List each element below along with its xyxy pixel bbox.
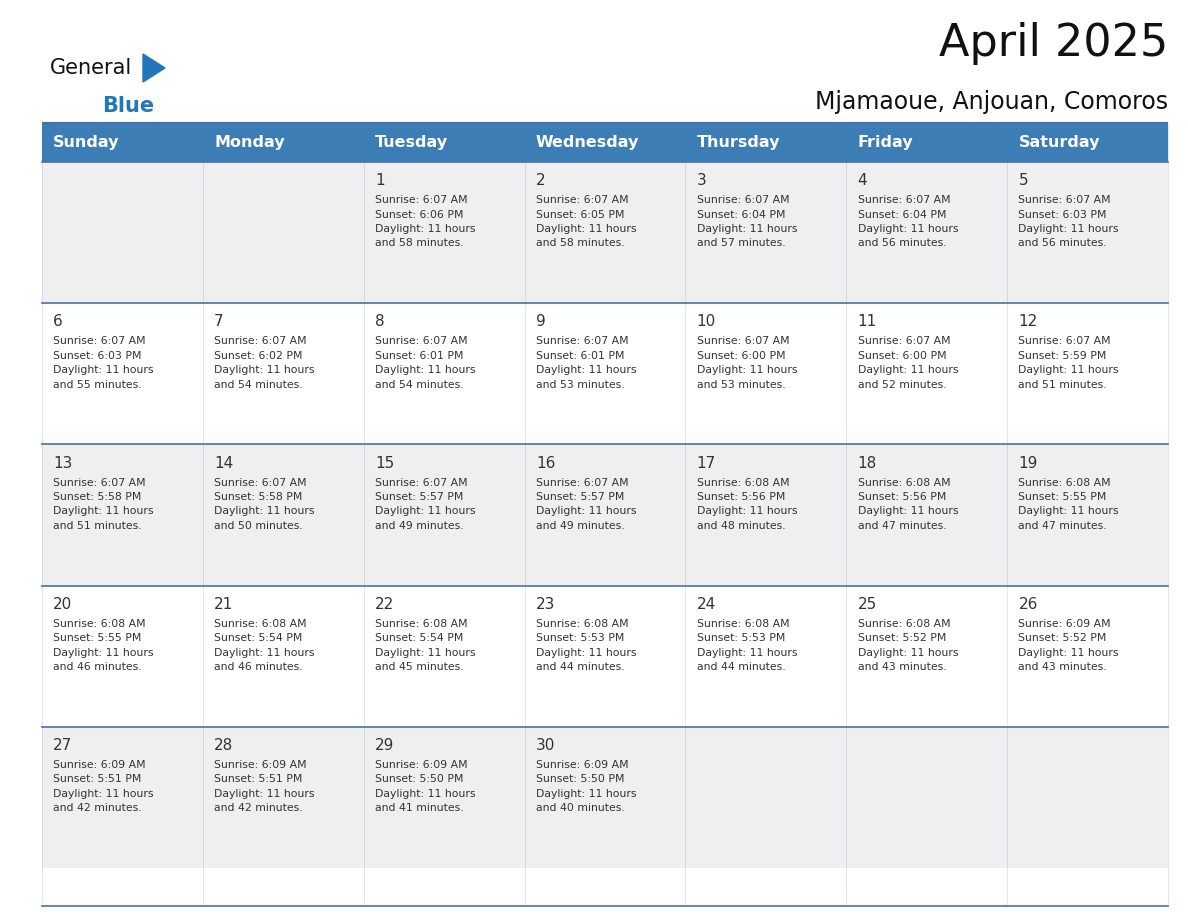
Text: Sunrise: 6:07 AM
Sunset: 6:06 PM
Daylight: 11 hours
and 58 minutes.: Sunrise: 6:07 AM Sunset: 6:06 PM Dayligh…	[375, 196, 475, 249]
Text: 14: 14	[214, 455, 233, 471]
Text: Sunrise: 6:08 AM
Sunset: 5:55 PM
Daylight: 11 hours
and 47 minutes.: Sunrise: 6:08 AM Sunset: 5:55 PM Dayligh…	[1018, 477, 1119, 531]
Text: Mjamaoue, Anjouan, Comoros: Mjamaoue, Anjouan, Comoros	[815, 90, 1168, 114]
Bar	[42, 162, 1168, 303]
Text: Sunrise: 6:09 AM
Sunset: 5:50 PM
Daylight: 11 hours
and 41 minutes.: Sunrise: 6:09 AM Sunset: 5:50 PM Dayligh…	[375, 760, 475, 813]
Text: Sunrise: 6:07 AM
Sunset: 6:01 PM
Daylight: 11 hours
and 53 minutes.: Sunrise: 6:07 AM Sunset: 6:01 PM Dayligh…	[536, 337, 637, 390]
Text: 7: 7	[214, 315, 223, 330]
Text: 11: 11	[858, 315, 877, 330]
Bar	[364, 124, 525, 162]
Text: Sunrise: 6:09 AM
Sunset: 5:52 PM
Daylight: 11 hours
and 43 minutes.: Sunrise: 6:09 AM Sunset: 5:52 PM Dayligh…	[1018, 619, 1119, 672]
Text: 25: 25	[858, 597, 877, 612]
Bar	[42, 303, 1168, 444]
Text: Sunrise: 6:08 AM
Sunset: 5:52 PM
Daylight: 11 hours
and 43 minutes.: Sunrise: 6:08 AM Sunset: 5:52 PM Dayligh…	[858, 619, 958, 672]
Text: Sunrise: 6:08 AM
Sunset: 5:54 PM
Daylight: 11 hours
and 45 minutes.: Sunrise: 6:08 AM Sunset: 5:54 PM Dayligh…	[375, 619, 475, 672]
Text: Sunday: Sunday	[53, 136, 120, 151]
Text: Monday: Monday	[214, 136, 285, 151]
Text: Sunrise: 6:07 AM
Sunset: 5:58 PM
Daylight: 11 hours
and 51 minutes.: Sunrise: 6:07 AM Sunset: 5:58 PM Dayligh…	[53, 477, 153, 531]
Text: 22: 22	[375, 597, 394, 612]
Text: Wednesday: Wednesday	[536, 136, 639, 151]
Text: Sunrise: 6:07 AM
Sunset: 6:04 PM
Daylight: 11 hours
and 56 minutes.: Sunrise: 6:07 AM Sunset: 6:04 PM Dayligh…	[858, 196, 958, 249]
Text: 2: 2	[536, 174, 545, 188]
Text: 24: 24	[696, 597, 716, 612]
Text: 1: 1	[375, 174, 385, 188]
Text: 3: 3	[696, 174, 707, 188]
Text: 20: 20	[53, 597, 72, 612]
Text: Sunrise: 6:09 AM
Sunset: 5:51 PM
Daylight: 11 hours
and 42 minutes.: Sunrise: 6:09 AM Sunset: 5:51 PM Dayligh…	[214, 760, 315, 813]
Text: Sunrise: 6:07 AM
Sunset: 6:04 PM
Daylight: 11 hours
and 57 minutes.: Sunrise: 6:07 AM Sunset: 6:04 PM Dayligh…	[696, 196, 797, 249]
Text: 27: 27	[53, 738, 72, 753]
Text: 29: 29	[375, 738, 394, 753]
Text: Sunrise: 6:08 AM
Sunset: 5:56 PM
Daylight: 11 hours
and 47 minutes.: Sunrise: 6:08 AM Sunset: 5:56 PM Dayligh…	[858, 477, 958, 531]
Text: Sunrise: 6:08 AM
Sunset: 5:53 PM
Daylight: 11 hours
and 44 minutes.: Sunrise: 6:08 AM Sunset: 5:53 PM Dayligh…	[696, 619, 797, 672]
Text: 5: 5	[1018, 174, 1028, 188]
Text: Blue: Blue	[102, 96, 154, 116]
Text: 21: 21	[214, 597, 233, 612]
Text: 6: 6	[53, 315, 63, 330]
Text: Sunrise: 6:08 AM
Sunset: 5:55 PM
Daylight: 11 hours
and 46 minutes.: Sunrise: 6:08 AM Sunset: 5:55 PM Dayligh…	[53, 619, 153, 672]
Bar	[685, 124, 846, 162]
Bar	[42, 586, 1168, 727]
Text: 16: 16	[536, 455, 555, 471]
Text: April 2025: April 2025	[939, 22, 1168, 65]
Text: 10: 10	[696, 315, 716, 330]
Bar	[1007, 124, 1168, 162]
Text: 30: 30	[536, 738, 555, 753]
Text: 12: 12	[1018, 315, 1037, 330]
Text: Sunrise: 6:07 AM
Sunset: 5:58 PM
Daylight: 11 hours
and 50 minutes.: Sunrise: 6:07 AM Sunset: 5:58 PM Dayligh…	[214, 477, 315, 531]
Text: Thursday: Thursday	[696, 136, 781, 151]
Text: 23: 23	[536, 597, 555, 612]
Text: Sunrise: 6:07 AM
Sunset: 6:00 PM
Daylight: 11 hours
and 52 minutes.: Sunrise: 6:07 AM Sunset: 6:00 PM Dayligh…	[858, 337, 958, 390]
Text: Sunrise: 6:07 AM
Sunset: 5:59 PM
Daylight: 11 hours
and 51 minutes.: Sunrise: 6:07 AM Sunset: 5:59 PM Dayligh…	[1018, 337, 1119, 390]
Bar	[846, 124, 1007, 162]
Bar	[42, 444, 1168, 586]
Text: Sunrise: 6:08 AM
Sunset: 5:54 PM
Daylight: 11 hours
and 46 minutes.: Sunrise: 6:08 AM Sunset: 5:54 PM Dayligh…	[214, 619, 315, 672]
Bar	[42, 727, 1168, 868]
Text: Sunrise: 6:07 AM
Sunset: 6:05 PM
Daylight: 11 hours
and 58 minutes.: Sunrise: 6:07 AM Sunset: 6:05 PM Dayligh…	[536, 196, 637, 249]
Text: Sunrise: 6:08 AM
Sunset: 5:53 PM
Daylight: 11 hours
and 44 minutes.: Sunrise: 6:08 AM Sunset: 5:53 PM Dayligh…	[536, 619, 637, 672]
Text: Sunrise: 6:07 AM
Sunset: 6:01 PM
Daylight: 11 hours
and 54 minutes.: Sunrise: 6:07 AM Sunset: 6:01 PM Dayligh…	[375, 337, 475, 390]
Text: 15: 15	[375, 455, 394, 471]
Text: 18: 18	[858, 455, 877, 471]
Text: Sunrise: 6:09 AM
Sunset: 5:51 PM
Daylight: 11 hours
and 42 minutes.: Sunrise: 6:09 AM Sunset: 5:51 PM Dayligh…	[53, 760, 153, 813]
Text: Sunrise: 6:09 AM
Sunset: 5:50 PM
Daylight: 11 hours
and 40 minutes.: Sunrise: 6:09 AM Sunset: 5:50 PM Dayligh…	[536, 760, 637, 813]
Text: 9: 9	[536, 315, 545, 330]
Text: Sunrise: 6:07 AM
Sunset: 6:03 PM
Daylight: 11 hours
and 56 minutes.: Sunrise: 6:07 AM Sunset: 6:03 PM Dayligh…	[1018, 196, 1119, 249]
Text: 13: 13	[53, 455, 72, 471]
Bar	[203, 124, 364, 162]
Text: General: General	[50, 58, 132, 78]
Text: Saturday: Saturday	[1018, 136, 1100, 151]
Text: Sunrise: 6:08 AM
Sunset: 5:56 PM
Daylight: 11 hours
and 48 minutes.: Sunrise: 6:08 AM Sunset: 5:56 PM Dayligh…	[696, 477, 797, 531]
Text: 26: 26	[1018, 597, 1038, 612]
Text: Tuesday: Tuesday	[375, 136, 448, 151]
Polygon shape	[143, 54, 165, 82]
Text: Sunrise: 6:07 AM
Sunset: 5:57 PM
Daylight: 11 hours
and 49 minutes.: Sunrise: 6:07 AM Sunset: 5:57 PM Dayligh…	[375, 477, 475, 531]
Text: 28: 28	[214, 738, 233, 753]
Text: Sunrise: 6:07 AM
Sunset: 6:00 PM
Daylight: 11 hours
and 53 minutes.: Sunrise: 6:07 AM Sunset: 6:00 PM Dayligh…	[696, 337, 797, 390]
Text: 19: 19	[1018, 455, 1038, 471]
Bar	[525, 124, 685, 162]
Text: 17: 17	[696, 455, 716, 471]
Text: 4: 4	[858, 174, 867, 188]
Bar	[42, 124, 203, 162]
Text: Sunrise: 6:07 AM
Sunset: 6:02 PM
Daylight: 11 hours
and 54 minutes.: Sunrise: 6:07 AM Sunset: 6:02 PM Dayligh…	[214, 337, 315, 390]
Text: Friday: Friday	[858, 136, 914, 151]
Text: Sunrise: 6:07 AM
Sunset: 6:03 PM
Daylight: 11 hours
and 55 minutes.: Sunrise: 6:07 AM Sunset: 6:03 PM Dayligh…	[53, 337, 153, 390]
Text: 8: 8	[375, 315, 385, 330]
Text: Sunrise: 6:07 AM
Sunset: 5:57 PM
Daylight: 11 hours
and 49 minutes.: Sunrise: 6:07 AM Sunset: 5:57 PM Dayligh…	[536, 477, 637, 531]
